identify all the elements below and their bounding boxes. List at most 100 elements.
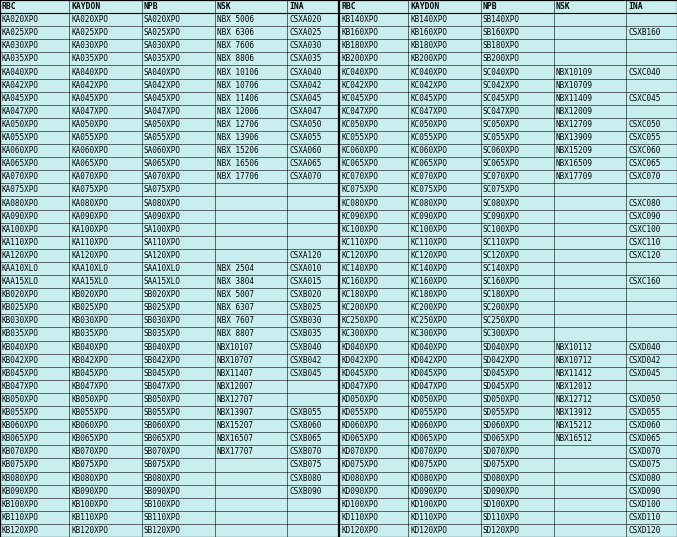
Text: NBX16512: NBX16512 (556, 434, 592, 443)
Text: NBX10712: NBX10712 (556, 355, 592, 365)
Text: NBX 12706: NBX 12706 (217, 120, 258, 129)
Text: SB065XPO: SB065XPO (144, 434, 181, 443)
Text: INA: INA (289, 2, 304, 11)
Text: KB047XPO: KB047XPO (71, 382, 108, 391)
Text: CSXD120: CSXD120 (628, 526, 661, 535)
Text: CSXA025: CSXA025 (289, 28, 322, 37)
Text: KC055XPO: KC055XPO (341, 133, 378, 142)
Text: NBX12007: NBX12007 (217, 382, 254, 391)
Text: NBX11409: NBX11409 (556, 94, 592, 103)
Text: CSXB025: CSXB025 (289, 303, 322, 313)
Text: NBX10112: NBX10112 (556, 343, 592, 352)
Text: KA110XPO: KA110XPO (71, 238, 108, 247)
Text: SA025XPO: SA025XPO (144, 28, 181, 37)
Text: KA030XPO: KA030XPO (71, 41, 108, 50)
Text: SC050XPO: SC050XPO (483, 120, 520, 129)
Text: KA042XPO: KA042XPO (71, 81, 108, 90)
Text: KA120XPO: KA120XPO (71, 251, 108, 260)
Text: CSXA047: CSXA047 (289, 107, 322, 116)
Text: KD120XPO: KD120XPO (341, 526, 378, 535)
Text: KA045XPO: KA045XPO (71, 94, 108, 103)
Text: SC300XPO: SC300XPO (483, 330, 520, 338)
Text: KC080XPO: KC080XPO (410, 199, 447, 207)
Text: KA120XPO: KA120XPO (2, 251, 39, 260)
Text: KC040XPO: KC040XPO (341, 68, 378, 77)
Text: CSXC160: CSXC160 (628, 277, 661, 286)
Text: NBX16509: NBX16509 (556, 159, 592, 168)
Text: KD060XPO: KD060XPO (341, 421, 378, 430)
Text: CSXB045: CSXB045 (289, 369, 322, 378)
Text: KA080XPO: KA080XPO (71, 199, 108, 207)
Text: KD090XPO: KD090XPO (341, 487, 378, 496)
Text: SD120XPO: SD120XPO (483, 526, 520, 535)
Text: SD090XPO: SD090XPO (483, 487, 520, 496)
Text: KB120XPO: KB120XPO (71, 526, 108, 535)
Text: CSXD080: CSXD080 (628, 474, 661, 483)
Text: KD120XPO: KD120XPO (410, 526, 447, 535)
Text: KC050XPO: KC050XPO (341, 120, 378, 129)
Text: KC160XPO: KC160XPO (410, 277, 447, 286)
Text: KD047XPO: KD047XPO (410, 382, 447, 391)
Text: SC042XPO: SC042XPO (483, 81, 520, 90)
Text: KC100XPO: KC100XPO (341, 224, 378, 234)
Text: KC075XPO: KC075XPO (341, 185, 378, 194)
Text: NBX11412: NBX11412 (556, 369, 592, 378)
Text: KA040XPO: KA040XPO (71, 68, 108, 77)
Text: KC040XPO: KC040XPO (410, 68, 447, 77)
Text: NBX 2504: NBX 2504 (217, 264, 254, 273)
Text: SB180XPO: SB180XPO (483, 41, 520, 50)
Text: SB040XPO: SB040XPO (144, 343, 181, 352)
Text: CSXA010: CSXA010 (289, 264, 322, 273)
Text: SD050XPO: SD050XPO (483, 395, 520, 404)
Text: NBX10707: NBX10707 (217, 355, 254, 365)
Text: KD042XPO: KD042XPO (410, 355, 447, 365)
Text: CSXA015: CSXA015 (289, 277, 322, 286)
Text: CSXD055: CSXD055 (628, 408, 661, 417)
Text: KB070XPO: KB070XPO (71, 447, 108, 456)
Text: KB090XPO: KB090XPO (2, 487, 39, 496)
Text: KA025XPO: KA025XPO (2, 28, 39, 37)
Text: NBX 5007: NBX 5007 (217, 290, 254, 299)
Text: CSXC045: CSXC045 (628, 94, 661, 103)
Text: NBX 8806: NBX 8806 (217, 54, 254, 63)
Text: SA080XPO: SA080XPO (144, 199, 181, 207)
Text: KC045XPO: KC045XPO (341, 94, 378, 103)
Text: KD047XPO: KD047XPO (341, 382, 378, 391)
Text: KD110XPO: KD110XPO (341, 513, 378, 522)
Text: CSXB080: CSXB080 (289, 474, 322, 483)
Text: SB120XPO: SB120XPO (144, 526, 181, 535)
Text: SC060XPO: SC060XPO (483, 146, 520, 155)
Text: KC140XPO: KC140XPO (410, 264, 447, 273)
Text: SA070XPO: SA070XPO (144, 172, 181, 182)
Text: CSXB070: CSXB070 (289, 447, 322, 456)
Text: KB020XPO: KB020XPO (2, 290, 39, 299)
Text: KA090XPO: KA090XPO (2, 212, 39, 221)
Text: CSXC120: CSXC120 (628, 251, 661, 260)
Text: KB042XPO: KB042XPO (71, 355, 108, 365)
Text: SB050XPO: SB050XPO (144, 395, 181, 404)
Text: KD050XPO: KD050XPO (410, 395, 447, 404)
Text: SA030XPO: SA030XPO (144, 41, 181, 50)
Text: SD075XPO: SD075XPO (483, 460, 520, 469)
Text: CSXA042: CSXA042 (289, 81, 322, 90)
Text: SC120XPO: SC120XPO (483, 251, 520, 260)
Text: SB110XPO: SB110XPO (144, 513, 181, 522)
Text: NBX12012: NBX12012 (556, 382, 592, 391)
Text: KA080XPO: KA080XPO (2, 199, 39, 207)
Text: CSXB030: CSXB030 (289, 316, 322, 325)
Text: CSXA120: CSXA120 (289, 251, 322, 260)
Text: KC250XPO: KC250XPO (410, 316, 447, 325)
Text: NBX12712: NBX12712 (556, 395, 592, 404)
Text: NBX15209: NBX15209 (556, 146, 592, 155)
Text: NBX16507: NBX16507 (217, 434, 254, 443)
Text: KC300XPO: KC300XPO (410, 330, 447, 338)
Text: NBX12009: NBX12009 (556, 107, 592, 116)
Text: NBX11407: NBX11407 (217, 369, 254, 378)
Text: SC075XPO: SC075XPO (483, 185, 520, 194)
Text: NBX 10706: NBX 10706 (217, 81, 258, 90)
Text: KAYDON: KAYDON (71, 2, 101, 11)
Text: SC047XPO: SC047XPO (483, 107, 520, 116)
Text: KA070XPO: KA070XPO (71, 172, 108, 182)
Text: CSXB020: CSXB020 (289, 290, 322, 299)
Text: SA020XPO: SA020XPO (144, 15, 181, 24)
